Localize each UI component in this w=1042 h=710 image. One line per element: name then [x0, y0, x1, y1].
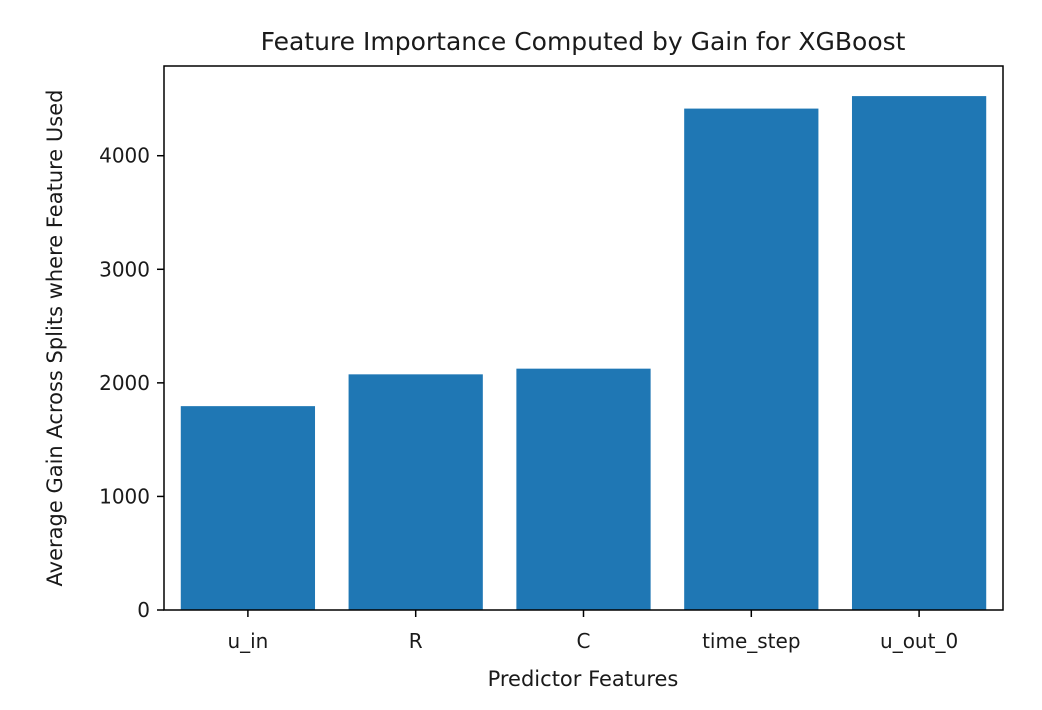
chart-title: Feature Importance Computed by Gain for … — [261, 27, 906, 56]
bar-u-in — [180, 406, 316, 610]
bar-r — [348, 374, 483, 610]
y-tick-label-4000: 4000 — [99, 144, 150, 168]
plot-frame — [163, 65, 1004, 611]
bar-u-out-0 — [851, 96, 987, 611]
y-tick-label-1000: 1000 — [99, 484, 150, 508]
x-tick-label-u-out-0: u_out_0 — [880, 629, 958, 653]
x-axis-label: Predictor Features — [488, 667, 679, 691]
bars-layer — [180, 96, 987, 611]
y-axis-label: Average Gain Across Splits where Feature… — [43, 90, 67, 587]
x-tick-label-r: R — [409, 629, 423, 653]
y-axis-ticks: 0 1000 2000 3000 4000 — [99, 144, 164, 622]
x-tick-label-u-in: u_in — [227, 629, 268, 653]
y-tick-label-2000: 2000 — [99, 371, 150, 395]
y-tick-label-3000: 3000 — [99, 257, 150, 281]
y-tick-label-0: 0 — [137, 598, 150, 622]
bar-c — [516, 368, 651, 610]
x-tick-label-c: C — [577, 629, 591, 653]
bar-time-step — [684, 108, 819, 610]
x-tick-label-time-step: time_step — [702, 629, 800, 653]
